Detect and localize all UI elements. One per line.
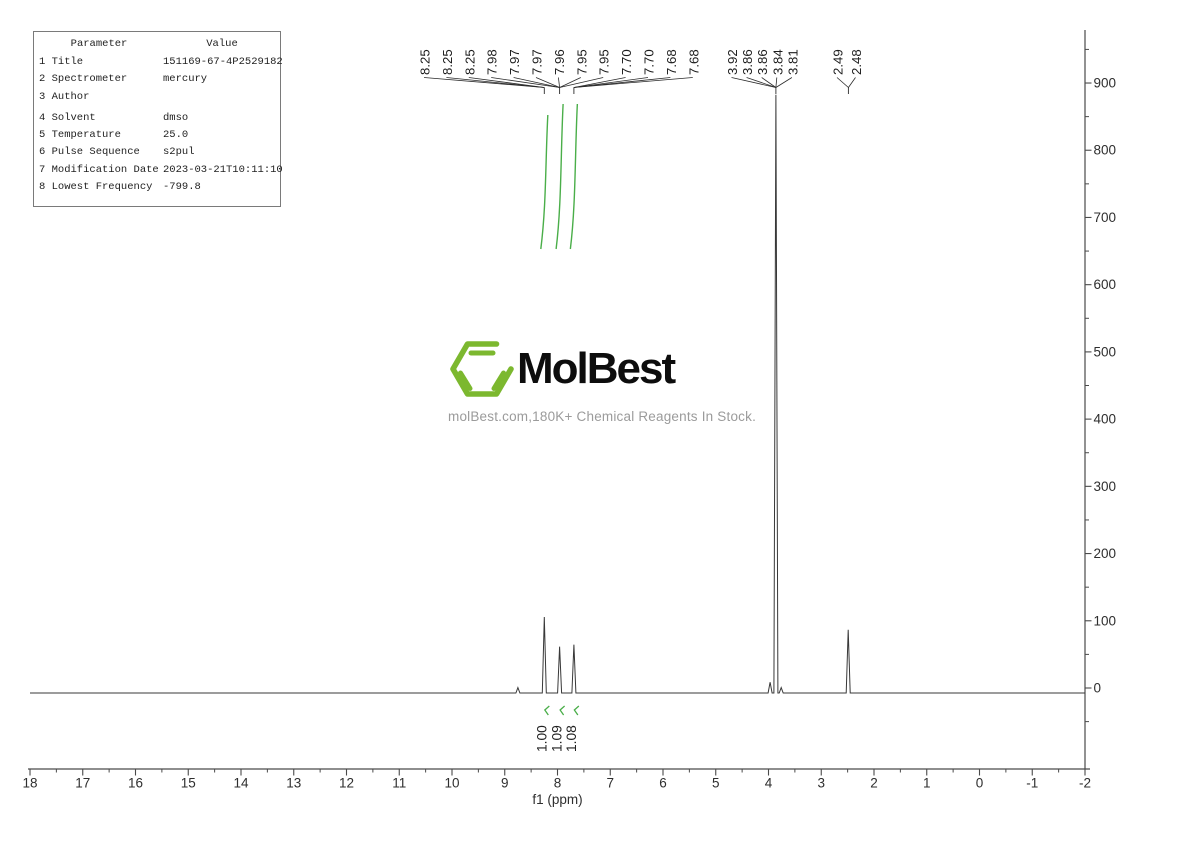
svg-text:2: 2 xyxy=(870,776,878,791)
param-name: 5 Temperature xyxy=(39,129,121,142)
svg-text:1.08: 1.08 xyxy=(564,725,579,752)
molbest-watermark: MolBest xyxy=(450,337,676,401)
param-value: 151169-67-4P2529182 xyxy=(163,56,283,68)
brand-name: MolBest xyxy=(517,344,676,393)
svg-text:8: 8 xyxy=(554,776,562,791)
param-name: 4 Solvent xyxy=(39,111,96,124)
svg-text:15: 15 xyxy=(181,776,196,791)
param-row: 8 Lowest Frequency -799.8 xyxy=(34,179,280,196)
param-name: 6 Pulse Sequence xyxy=(39,146,140,159)
peak-labels: 8.25 8.25 8.25 7.98 7.97 7.97 7.96 7.95 7.95 7.70… xyxy=(418,49,701,94)
svg-text:8.25: 8.25 xyxy=(418,49,433,75)
svg-text:7.98: 7.98 xyxy=(485,49,500,75)
param-name: 8 Lowest Frequency xyxy=(39,181,153,194)
svg-text:7.95: 7.95 xyxy=(574,49,589,75)
svg-text:7: 7 xyxy=(606,776,614,791)
svg-text:12: 12 xyxy=(339,776,354,791)
svg-text:4: 4 xyxy=(765,776,773,791)
svg-text:200: 200 xyxy=(1094,546,1117,561)
svg-text:0: 0 xyxy=(976,776,984,791)
param-name: 3 Author xyxy=(39,90,90,103)
svg-text:1.09: 1.09 xyxy=(550,725,565,752)
param-value: dmso xyxy=(163,111,189,124)
param-row: 6 Pulse Sequence s2pul xyxy=(34,144,280,161)
svg-text:3.86: 3.86 xyxy=(740,49,755,75)
peak-labels: 3.92 3.86 3.86 3.84 3.81 xyxy=(725,49,800,94)
svg-text:7.70: 7.70 xyxy=(619,49,634,75)
param-value: 25.0 xyxy=(163,129,189,142)
integral-curves xyxy=(540,103,580,716)
y-axis: 0 100 200 300 400 500 600 700 800 900 xyxy=(1084,30,1117,769)
svg-text:11: 11 xyxy=(392,776,406,791)
svg-text:5: 5 xyxy=(712,776,720,791)
svg-text:6: 6 xyxy=(659,776,667,791)
integral-labels: 1.00 1.09 1.08 xyxy=(534,725,579,752)
svg-text:10: 10 xyxy=(444,776,459,791)
peak-labels: 2.49 2.48 xyxy=(831,49,864,94)
param-name: 7 Modification Date xyxy=(39,163,159,176)
svg-text:14: 14 xyxy=(233,776,249,791)
svg-text:3: 3 xyxy=(817,776,825,791)
svg-text:3.92: 3.92 xyxy=(725,49,740,75)
svg-text:7.68: 7.68 xyxy=(664,49,679,75)
svg-text:18: 18 xyxy=(22,776,37,791)
parameter-table-body: 1 Title 151169-67-4P2529182 2 Spectrometer… xyxy=(34,54,283,196)
x-axis: 18 17 16 15 14 13 12 11 10 9 8 7 6 5 4 3 2 1 0 -1 -2f1 (ppm) xyxy=(22,768,1091,807)
param-value xyxy=(163,89,280,106)
param-value: 2023-03-21T10:11:10 xyxy=(163,163,283,176)
svg-text:7.70: 7.70 xyxy=(642,49,657,75)
svg-text:-2: -2 xyxy=(1079,776,1091,791)
svg-text:7.68: 7.68 xyxy=(686,49,701,75)
svg-text:0: 0 xyxy=(1094,681,1102,696)
param-row: 5 Temperature 25.0 xyxy=(34,127,280,144)
param-value: mercury xyxy=(163,73,208,86)
svg-text:400: 400 xyxy=(1094,412,1117,427)
svg-text:17: 17 xyxy=(75,776,90,791)
svg-text:2.49: 2.49 xyxy=(831,49,846,75)
parameter-table-header: Parameter Value xyxy=(34,34,280,54)
param-header-value: Value xyxy=(206,38,238,50)
param-name: 2 Spectrometer xyxy=(39,73,128,86)
svg-text:2.48: 2.48 xyxy=(849,49,864,75)
molbest-hexagon-icon xyxy=(450,341,514,397)
param-row: 7 Modification Date 2023-03-21T10:11:10 xyxy=(34,162,283,179)
param-row: 4 Solvent dmso xyxy=(34,110,280,127)
svg-text:900: 900 xyxy=(1094,76,1117,91)
svg-text:700: 700 xyxy=(1094,210,1117,225)
x-axis-title: f1 (ppm) xyxy=(532,792,582,807)
param-value: -799.8 xyxy=(163,181,201,194)
svg-text:600: 600 xyxy=(1094,277,1117,292)
param-value: s2pul xyxy=(163,146,195,159)
parameter-table: Parameter Value 1 Title 151169-67-4P25291… xyxy=(33,31,283,207)
svg-text:9: 9 xyxy=(501,776,509,791)
param-name: 1 Title xyxy=(39,56,84,68)
svg-text:800: 800 xyxy=(1094,143,1117,158)
svg-text:3.84: 3.84 xyxy=(770,49,785,75)
param-row: 1 Title 151169-67-4P2529182 xyxy=(34,54,283,71)
svg-text:7.97: 7.97 xyxy=(507,49,522,75)
param-row: 3 Author xyxy=(34,89,280,106)
param-row: 2 Spectrometer mercury xyxy=(34,71,280,88)
svg-text:300: 300 xyxy=(1094,479,1117,494)
svg-text:8.25: 8.25 xyxy=(462,49,477,75)
svg-text:500: 500 xyxy=(1094,344,1117,359)
svg-text:8.25: 8.25 xyxy=(440,49,455,75)
svg-text:3.86: 3.86 xyxy=(755,49,770,75)
svg-text:-1: -1 xyxy=(1026,776,1038,791)
brand-tagline: molBest.com,180K+ Chemical Reagents In S… xyxy=(448,409,757,424)
svg-text:16: 16 xyxy=(128,776,143,791)
svg-text:7.97: 7.97 xyxy=(530,49,545,75)
svg-text:7.96: 7.96 xyxy=(552,49,567,75)
svg-text:3.81: 3.81 xyxy=(785,49,800,75)
svg-text:100: 100 xyxy=(1094,613,1117,628)
svg-text:1.00: 1.00 xyxy=(534,725,549,752)
spectrum-trace xyxy=(30,94,1085,694)
svg-text:7.95: 7.95 xyxy=(597,49,612,75)
svg-text:13: 13 xyxy=(286,776,301,791)
svg-text:1: 1 xyxy=(923,776,931,791)
param-header-parameter: Parameter xyxy=(70,38,128,50)
